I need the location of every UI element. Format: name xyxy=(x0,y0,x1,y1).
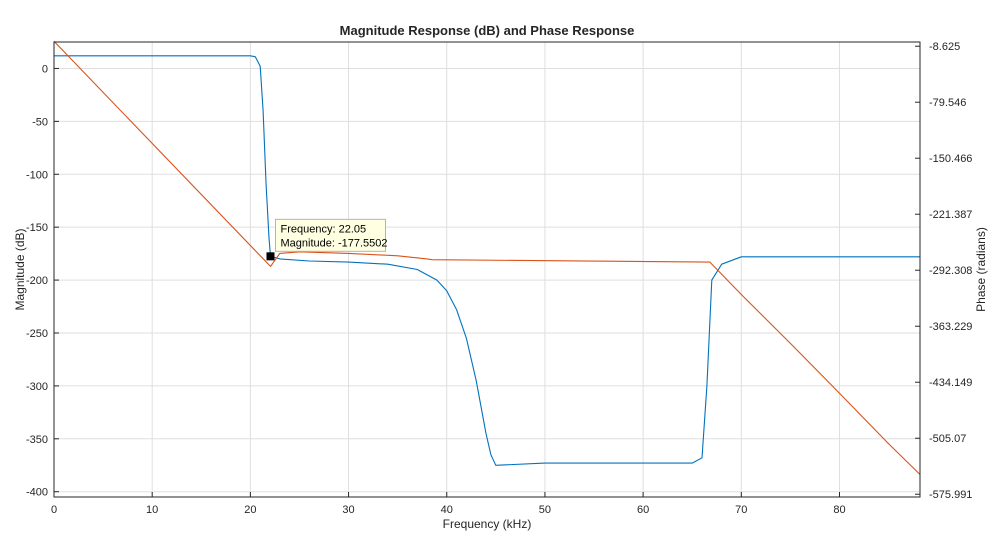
datatip-marker xyxy=(266,252,275,261)
y-right-tick-label: -575.991 xyxy=(929,489,972,501)
y-right-tick-label: -79.546 xyxy=(929,97,966,109)
y-right-tick-label: -363.229 xyxy=(929,321,972,333)
y-left-tick-label: -250 xyxy=(26,328,48,340)
grid xyxy=(53,42,920,497)
y-axis-right-label: Phase (radians) xyxy=(974,227,988,312)
series-layer xyxy=(53,40,921,475)
x-tick-label: 80 xyxy=(833,504,845,516)
datatip-layer: Frequency: 22.05 Magnitude: -177.5502 xyxy=(266,218,388,261)
x-axis-label: Frequency (kHz) xyxy=(443,517,532,531)
y-right-tick-label: -434.149 xyxy=(929,377,972,389)
x-tick-label: 40 xyxy=(441,504,453,516)
y-right-tick-label: -150.466 xyxy=(929,153,972,165)
y-right-tick-label: -505.07 xyxy=(929,433,966,445)
y-right-tick-label: -221.387 xyxy=(929,209,972,221)
phase-line xyxy=(53,40,921,475)
y-right-tick-label: -8.625 xyxy=(929,41,960,53)
y-right-tick-label: -292.308 xyxy=(929,265,972,277)
datatip-text: Frequency: 22.05 xyxy=(281,223,367,235)
x-axis: 0 10 20 30 40 50 60 70 80 xyxy=(51,492,846,516)
chart-title: Magnitude Response (dB) and Phase Respon… xyxy=(340,23,635,38)
y-left-tick-label: -150 xyxy=(26,222,48,234)
x-tick-label: 50 xyxy=(539,504,551,516)
x-tick-label: 10 xyxy=(146,504,158,516)
datatip-box xyxy=(275,218,386,252)
y-axis-right: -8.625 -79.546 -150.466 -221.387 -292.308 -36… xyxy=(915,41,972,501)
x-tick-label: 30 xyxy=(342,504,354,516)
y-left-tick-label: -200 xyxy=(26,275,48,287)
plot-frame xyxy=(53,41,921,498)
y-axis-left-label: Magnitude (dB) xyxy=(13,228,27,310)
x-tick-label: 70 xyxy=(735,504,747,516)
y-left-tick-label: -300 xyxy=(26,381,48,393)
x-tick-label: 0 xyxy=(51,504,57,516)
plot-background xyxy=(54,42,920,497)
x-tick-label: 20 xyxy=(244,504,256,516)
y-left-tick-label: -350 xyxy=(26,434,48,446)
y-left-tick-label: -50 xyxy=(32,116,48,128)
y-left-tick-label: -400 xyxy=(26,487,48,499)
magnitude-line xyxy=(54,55,920,466)
y-left-tick-label: -100 xyxy=(26,169,48,181)
y-left-tick-label: 0 xyxy=(42,63,48,75)
x-tick-label: 60 xyxy=(637,504,649,516)
y-axis-left: 0 -50 -100 -150 -200 -250 -300 -350 -400 xyxy=(26,63,59,499)
datatip-text: Magnitude: -177.5502 xyxy=(281,237,388,249)
